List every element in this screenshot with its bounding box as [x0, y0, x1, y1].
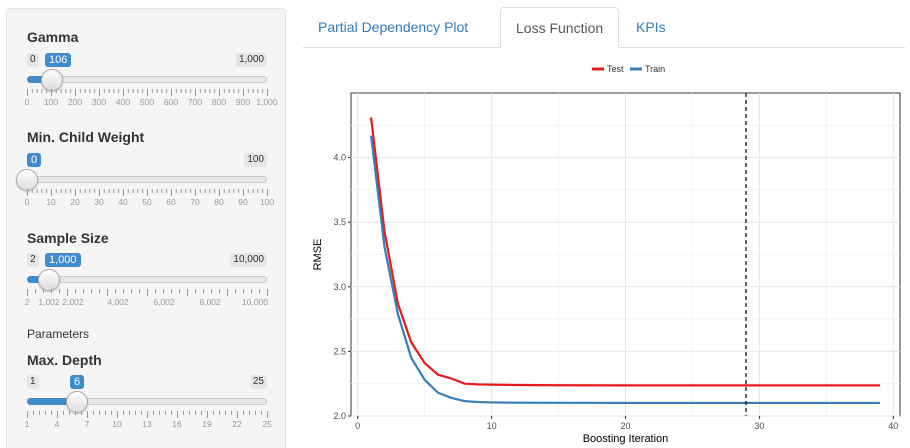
- sample-size-value-badge: 1,000: [45, 253, 81, 267]
- slider-tick-label: 50: [142, 197, 152, 207]
- y-axis-label: RMSE: [312, 239, 324, 271]
- slider-tick-label: 40: [118, 197, 128, 207]
- sample-size-tick-labels: 2 1,002 2,002 4,002 6,002 8,002 10,000: [24, 297, 268, 309]
- min-child-weight-track[interactable]: [27, 176, 267, 183]
- gamma-label: Gamma: [27, 29, 79, 45]
- slider-tick-label: 25: [262, 419, 272, 429]
- x-tick-label: 0: [355, 421, 360, 431]
- slider-tick-label: 200: [67, 97, 83, 107]
- sample-size-min-badge: 2: [27, 253, 39, 267]
- min-child-weight-value-badge: 0: [27, 153, 42, 167]
- series-line-test: [369, 117, 880, 387]
- gamma-ticks: [27, 89, 268, 97]
- slider-tick-label: 16: [172, 419, 182, 429]
- sample-size-track[interactable]: [27, 276, 267, 283]
- slider-tick-label: 8,002: [199, 297, 221, 307]
- series-line-train: [369, 135, 880, 405]
- sample-size-slider[interactable]: 2 10,000 1,000 2 1,002 2,002 4,002 6,002 8,002 10…: [24, 253, 268, 313]
- loss-function-plot: 0 10 20 30 40 2.0 2.5 3.0 3.5 4.0 Boosting Iterati…: [303, 55, 910, 448]
- slider-tick-label: 100: [259, 197, 275, 207]
- min-child-weight-slider[interactable]: 010000102030405060708090100: [16, 153, 274, 213]
- slider-tick-label: 0: [24, 97, 30, 107]
- slider-tick-label: 500: [139, 97, 155, 107]
- slider-tick-label: 400: [115, 97, 131, 107]
- max-depth-slider[interactable]: 1 25 6 1 4 7 10 13 16 19 22 25: [24, 375, 272, 435]
- max-depth-max-badge: 25: [249, 375, 267, 389]
- loss-chart-svg: 0 10 20 30 40 2.0 2.5 3.0 3.5 4.0 Boosting Iterati…: [312, 64, 901, 445]
- x-tick-label: 30: [754, 421, 764, 431]
- max-depth-label: Max. Depth: [27, 352, 102, 368]
- min-child-weight-max-badge: 100: [244, 153, 267, 167]
- sample-size-handle[interactable]: [38, 269, 60, 291]
- slider-tick-label: 7: [84, 419, 90, 429]
- slider-tick-label: 2,002: [62, 297, 84, 307]
- slider-tick-label: 900: [235, 97, 251, 107]
- parameters-heading: Parameters: [27, 327, 90, 341]
- slider-tick-label: 70: [190, 197, 200, 207]
- slider-tick-label: 700: [187, 97, 203, 107]
- max-depth-fill: [27, 398, 77, 405]
- gamma-value-badge: 106: [45, 53, 72, 67]
- tab-loss-function[interactable]: Loss Function: [500, 7, 620, 48]
- x-tick-label: 20: [620, 421, 630, 431]
- gamma-min-badge: 0: [27, 53, 39, 67]
- sample-size-ticks: [27, 289, 268, 297]
- x-tick-label: 40: [888, 421, 898, 431]
- slider-tick-label: 10,000: [242, 297, 268, 307]
- legend-label-test: Test: [607, 64, 624, 74]
- gamma-slider[interactable]: 0 1,000 106 0 100 200 300 400 500 600 700 800 900 1,0…: [24, 53, 278, 113]
- slider-tick-label: 30: [94, 197, 104, 207]
- slider-tick-label: 1,000: [256, 97, 278, 107]
- slider-tick-label: 80: [214, 197, 224, 207]
- slider-tick-label: 600: [163, 97, 179, 107]
- slider-tick-label: 0: [24, 197, 30, 207]
- y-tick-label: 2.0: [333, 411, 346, 421]
- slider-tick-label: 300: [91, 97, 107, 107]
- min-child-weight-ticks: [27, 189, 268, 197]
- tab-bar: Partial Dependency Plot Loss Function KP…: [303, 7, 905, 48]
- y-tick-label: 2.5: [333, 346, 346, 356]
- sample-size-max-badge: 10,000: [230, 253, 267, 267]
- slider-tick-label: 10: [46, 197, 56, 207]
- gamma-fill: [27, 76, 53, 83]
- slider-tick-label: 100: [43, 97, 59, 107]
- slider-tick-label: 4,002: [107, 297, 129, 307]
- slider-tick-label: 90: [238, 197, 248, 207]
- max-depth-value-badge: 6: [70, 375, 85, 389]
- max-depth-tick-labels: 1 4 7 10 13 16 19 22 25: [24, 419, 272, 431]
- max-depth-ticks: [27, 411, 268, 419]
- tab-kpis[interactable]: KPIs: [636, 19, 666, 35]
- slider-tick-label: 2: [24, 297, 30, 307]
- x-axis-label: Boosting Iteration: [583, 433, 669, 445]
- slider-tick-label: 10: [112, 419, 122, 429]
- min-child-weight-handle[interactable]: [16, 169, 38, 191]
- slider-tick-label: 60: [166, 197, 176, 207]
- gamma-max-badge: 1,000: [235, 53, 267, 67]
- y-tick-label: 3.5: [333, 217, 346, 227]
- sample-size-label: Sample Size: [27, 230, 109, 246]
- slider-tick-label: 19: [202, 419, 212, 429]
- gamma-handle[interactable]: [41, 69, 64, 91]
- slider-tick-label: 800: [211, 97, 227, 107]
- tab-partial-dependency-plot[interactable]: Partial Dependency Plot: [318, 19, 469, 35]
- max-depth-min-badge: 1: [27, 375, 39, 389]
- x-tick-label: 10: [487, 421, 497, 431]
- y-tick-label: 4.0: [333, 153, 346, 163]
- slider-tick-label: 6,002: [153, 297, 175, 307]
- slider-tick-label: 20: [70, 197, 80, 207]
- max-depth-handle[interactable]: [66, 391, 88, 413]
- slider-tick-label: 4: [54, 419, 60, 429]
- min-child-weight-tick-labels: 0 10 20 30 40 50 60 70 80 90 100: [24, 197, 274, 209]
- y-tick-label: 3.0: [333, 282, 346, 292]
- slider-tick-label: 1: [24, 419, 30, 429]
- slider-tick-label: 1,002: [38, 297, 60, 307]
- slider-tick-label: 22: [232, 419, 242, 429]
- slider-tick-label: 13: [142, 419, 152, 429]
- min-child-weight-label: Min. Child Weight: [27, 129, 145, 145]
- sidebar-panel: Gamma 0 1,000 106 0 100 200 300 400 500 600 700 800…: [6, 8, 286, 448]
- legend-label-train: Train: [645, 64, 665, 74]
- gamma-tick-labels: 0 100 200 300 400 500 600 700 800 900 1,000: [24, 97, 278, 109]
